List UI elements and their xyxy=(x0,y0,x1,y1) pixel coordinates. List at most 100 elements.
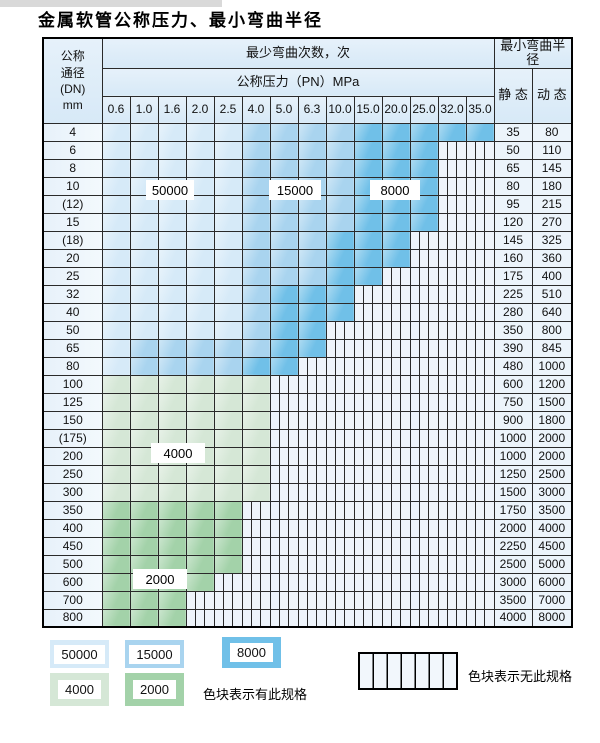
no-spec-cell xyxy=(297,554,327,574)
spec-cell xyxy=(325,266,355,286)
dn-label: 50 xyxy=(42,320,103,340)
spec-cell xyxy=(269,230,299,250)
spec-cell xyxy=(157,392,187,412)
header-row-pn-values: 0.6 1.0 1.6 2.0 2.5 4.0 5.0 6.3 10.0 15.0 20.0 25.0… xyxy=(43,95,572,124)
spec-cell xyxy=(101,536,131,556)
dn-label: 400 xyxy=(42,518,103,538)
no-spec-cell xyxy=(297,374,327,394)
spec-cell xyxy=(381,248,411,268)
table-row: 4 35 80 xyxy=(42,122,573,142)
dn-column-header: 公称 通径 (DN) mm xyxy=(42,37,103,124)
spec-cell xyxy=(101,176,131,196)
no-spec-cell xyxy=(381,410,411,430)
dn-label: 800 xyxy=(42,608,103,628)
no-spec-cell xyxy=(465,464,495,484)
spec-cell xyxy=(269,212,299,232)
legend-swatch-2000: 2000 xyxy=(125,673,184,706)
table-row: (18) 145 325 xyxy=(42,230,573,250)
spec-cell xyxy=(269,302,299,322)
static-radius-value: 95 xyxy=(493,194,533,214)
pn-value-header: 1.6 xyxy=(157,95,187,124)
no-spec-cell xyxy=(353,446,383,466)
no-spec-cell xyxy=(409,608,439,628)
cycles-region-label-8000: 8000 xyxy=(370,180,420,200)
no-spec-cell xyxy=(437,482,467,502)
spec-cell xyxy=(129,338,159,358)
dynamic-radius-value: 1800 xyxy=(531,410,573,430)
no-spec-cell xyxy=(325,410,355,430)
spec-cell xyxy=(185,302,215,322)
table-row: 80 480 1000 xyxy=(42,356,573,376)
no-spec-cell xyxy=(381,590,411,610)
static-radius-value: 600 xyxy=(493,374,533,394)
no-spec-cell xyxy=(437,302,467,322)
dn-label: 10 xyxy=(42,176,103,196)
spec-cell xyxy=(241,212,271,232)
spec-cell xyxy=(325,140,355,160)
spec-cell xyxy=(129,158,159,178)
spec-cell xyxy=(101,338,131,358)
no-spec-cell xyxy=(465,302,495,322)
no-spec-cell xyxy=(465,608,495,628)
no-spec-cell xyxy=(297,464,327,484)
spec-cell xyxy=(353,158,383,178)
no-spec-cell xyxy=(437,500,467,520)
no-spec-cell xyxy=(297,536,327,556)
no-spec-cell xyxy=(465,410,495,430)
no-spec-cell xyxy=(465,356,495,376)
spec-cell xyxy=(325,194,355,214)
spec-cell xyxy=(101,374,131,394)
no-spec-cell xyxy=(465,194,495,214)
spec-cell xyxy=(157,230,187,250)
spec-cell xyxy=(101,284,131,304)
spec-cell xyxy=(297,230,327,250)
table-row: 50 350 800 xyxy=(42,320,573,340)
bend-radius-header: 最小弯曲半径 xyxy=(493,37,573,69)
spec-cell xyxy=(129,122,159,142)
spec-cell xyxy=(157,428,187,448)
spec-cell xyxy=(213,518,243,538)
table-row: 800 4000 8000 xyxy=(42,608,573,628)
no-spec-cell xyxy=(437,194,467,214)
no-spec-cell xyxy=(353,374,383,394)
no-spec-cell xyxy=(325,500,355,520)
no-spec-cell xyxy=(465,590,495,610)
spec-cell xyxy=(213,284,243,304)
no-spec-cell xyxy=(437,320,467,340)
no-spec-cell xyxy=(437,176,467,196)
legend-no-spec-text: 色块表示无此规格 xyxy=(468,669,573,684)
no-spec-cell xyxy=(269,608,299,628)
no-spec-cell xyxy=(465,140,495,160)
spec-cell xyxy=(157,374,187,394)
no-spec-cell xyxy=(437,608,467,628)
spec-cell xyxy=(129,140,159,160)
no-spec-cell xyxy=(297,410,327,430)
no-spec-cell xyxy=(381,392,411,412)
scan-artifact-strip xyxy=(0,0,222,7)
spec-cell xyxy=(129,410,159,430)
spec-cell xyxy=(157,590,187,610)
no-spec-cell xyxy=(437,572,467,592)
spec-cell xyxy=(213,356,243,376)
spec-cell xyxy=(101,122,131,142)
no-spec-cell xyxy=(381,374,411,394)
spec-cell xyxy=(157,122,187,142)
no-spec-cell xyxy=(353,536,383,556)
no-spec-cell xyxy=(241,518,271,538)
pn-value-header: 4.0 xyxy=(241,95,271,124)
table-row: 600 3000 6000 xyxy=(42,572,573,592)
no-spec-cell xyxy=(409,554,439,574)
no-spec-cell xyxy=(409,392,439,412)
no-spec-cell xyxy=(297,518,327,538)
static-radius-value: 1500 xyxy=(493,482,533,502)
spec-cell xyxy=(381,140,411,160)
spec-cell xyxy=(101,248,131,268)
spec-cell xyxy=(353,122,383,142)
no-spec-cell xyxy=(269,572,299,592)
dn-label: (12) xyxy=(42,194,103,214)
no-spec-cell xyxy=(353,518,383,538)
spec-cell xyxy=(101,410,131,430)
static-radius-value: 80 xyxy=(493,176,533,196)
spec-cell xyxy=(297,284,327,304)
no-spec-cell xyxy=(325,572,355,592)
